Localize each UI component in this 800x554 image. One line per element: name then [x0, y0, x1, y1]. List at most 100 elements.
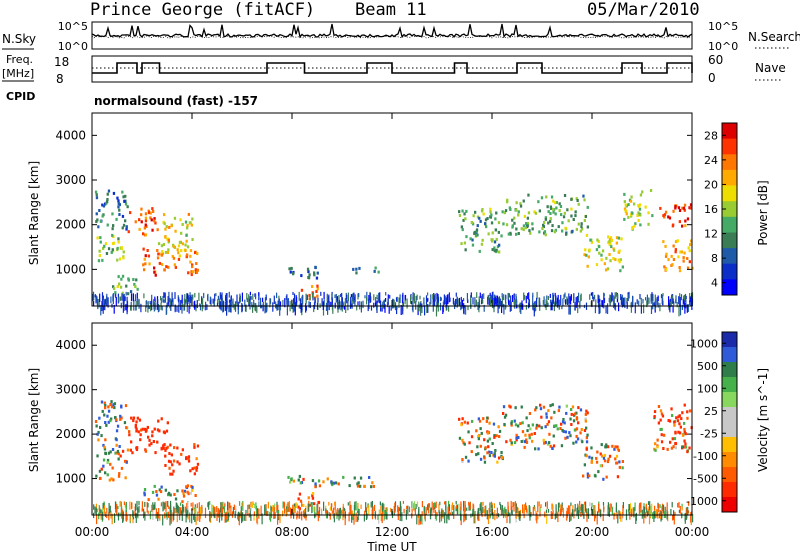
clutter-cell	[536, 512, 538, 524]
power-colorbar-tick-label: 12	[704, 228, 718, 241]
velocity-colorbar-swatch	[722, 347, 737, 363]
clutter-cell	[415, 301, 417, 310]
data-region	[662, 239, 694, 273]
clutter-cell	[337, 305, 339, 310]
data-cell	[117, 199, 120, 203]
data-cell	[129, 448, 132, 452]
clutter-cell	[339, 507, 341, 514]
data-cell	[153, 427, 156, 431]
clutter-cell	[646, 300, 648, 308]
data-cell	[583, 463, 586, 467]
data-cell	[678, 422, 681, 426]
clutter-cell	[448, 513, 450, 521]
clutter-cell	[295, 502, 297, 508]
clutter-cell	[266, 511, 268, 516]
clutter-cell	[525, 295, 527, 304]
clutter-cell	[445, 506, 447, 516]
clutter-cell	[293, 506, 295, 512]
data-cell	[491, 442, 494, 445]
clutter-cell	[489, 298, 491, 307]
data-cell	[164, 454, 167, 458]
data-cell	[127, 292, 130, 296]
clutter-cell	[210, 512, 212, 523]
power-colorbar-swatch	[722, 138, 737, 155]
data-cell	[115, 429, 119, 433]
data-cell	[332, 481, 335, 485]
data-cell	[665, 268, 668, 271]
data-cell	[486, 451, 489, 455]
clutter-cell	[378, 509, 380, 516]
clutter-cell	[418, 506, 420, 516]
data-cell	[561, 229, 564, 233]
data-cell	[134, 285, 137, 288]
clutter-cell	[270, 512, 272, 522]
clutter-cell	[342, 506, 344, 518]
clutter-cell	[198, 292, 200, 301]
data-cell	[167, 491, 171, 495]
power-heatmap-data	[92, 189, 694, 317]
data-cell	[679, 250, 682, 254]
clutter-cell	[345, 306, 347, 313]
clutter-cell	[386, 507, 388, 516]
clutter-cell	[603, 297, 606, 303]
data-cell	[599, 464, 602, 468]
clutter-cell	[194, 509, 196, 514]
clutter-cell	[294, 301, 296, 309]
clutter-cell	[135, 513, 137, 523]
clutter-cell	[550, 299, 552, 304]
clutter-cell	[501, 505, 503, 512]
clutter-cell	[285, 512, 287, 517]
clutter-cell	[182, 506, 185, 512]
clutter-cell	[439, 511, 441, 523]
clutter-cell	[264, 305, 266, 314]
data-region	[94, 400, 129, 442]
data-cell	[657, 421, 660, 425]
clutter-cell	[337, 302, 339, 308]
clutter-cell	[474, 297, 476, 308]
clutter-cell	[114, 293, 116, 297]
data-cell	[178, 462, 181, 466]
clutter-cell	[222, 501, 224, 508]
clutter-cell	[430, 507, 432, 513]
data-cell	[674, 240, 678, 244]
data-cell	[554, 201, 557, 205]
data-cell	[107, 451, 111, 455]
clutter-cell	[230, 296, 232, 302]
data-cell	[195, 457, 198, 461]
data-cell	[300, 288, 304, 292]
clutter-cell	[111, 513, 113, 525]
near-range-clutter	[93, 500, 694, 526]
data-cell	[119, 285, 123, 289]
data-cell	[189, 249, 193, 253]
clutter-cell	[650, 506, 652, 518]
clutter-cell	[387, 298, 389, 304]
data-cell	[651, 214, 654, 218]
clutter-cell	[439, 296, 442, 302]
clutter-cell	[286, 503, 288, 507]
clutter-cell	[173, 513, 175, 520]
clutter-cell	[176, 503, 178, 513]
clutter-cell	[611, 292, 613, 302]
data-cell	[477, 435, 480, 438]
clutter-cell	[476, 292, 478, 298]
data-cell	[116, 196, 119, 200]
clutter-cell	[690, 296, 692, 307]
clutter-cell	[679, 297, 681, 307]
clutter-cell	[302, 295, 304, 305]
data-cell	[506, 200, 509, 204]
nave-tick-bottom: 0	[708, 71, 716, 85]
data-cell	[657, 405, 661, 408]
clutter-cell	[282, 299, 284, 307]
clutter-cell	[93, 301, 95, 307]
clutter-cell	[412, 301, 414, 309]
clutter-cell	[252, 304, 254, 313]
data-cell	[167, 459, 171, 463]
data-cell	[612, 257, 615, 260]
clutter-cell	[478, 507, 480, 513]
data-cell	[475, 429, 478, 433]
clutter-cell	[479, 503, 481, 511]
data-cell	[184, 220, 188, 224]
clutter-cell	[425, 506, 427, 515]
data-cell	[121, 214, 125, 218]
clutter-cell	[378, 292, 380, 300]
